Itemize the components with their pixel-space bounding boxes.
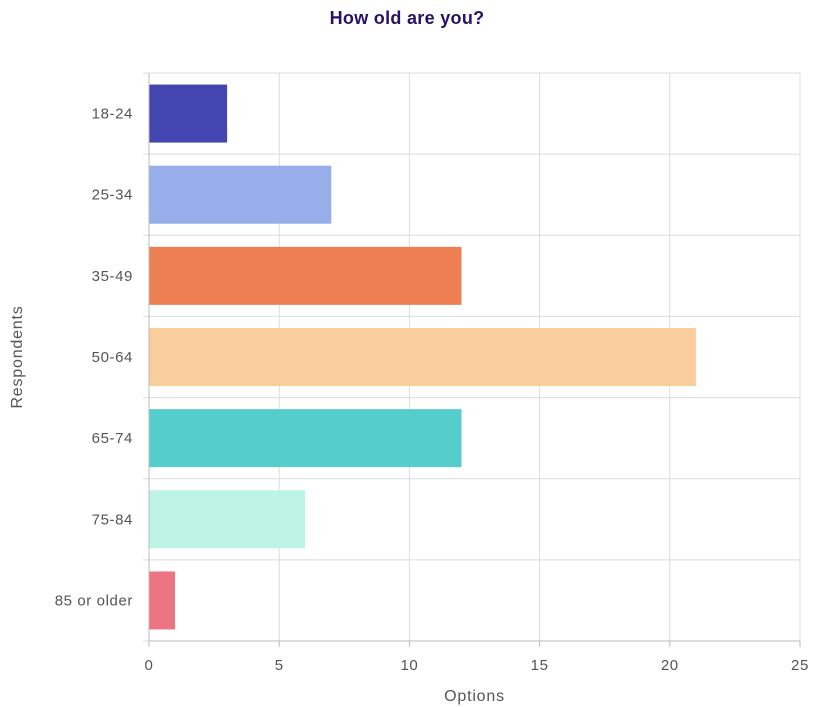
y-tick-label: 50-64 (92, 349, 133, 366)
y-axis-title: Respondents (9, 305, 26, 408)
x-tick-label: 0 (145, 657, 154, 674)
x-tick-label: 5 (275, 657, 284, 674)
y-tick-label: 25-34 (92, 187, 133, 204)
x-tick-label: 15 (531, 657, 549, 674)
bar-18-24 (149, 84, 228, 143)
bar-35-49 (149, 246, 462, 305)
x-tick-label: 25 (791, 657, 809, 674)
bars (149, 84, 696, 630)
bar-75-84 (149, 490, 306, 549)
y-tick-label: 65-74 (92, 430, 133, 447)
bar-65-74 (149, 409, 462, 468)
axes: 0 5 10 15 20 25 18-24 25-34 35-49 50-64 65-74 75-84… (55, 73, 809, 674)
bar-25-34 (149, 165, 332, 224)
y-tick-label: 35-49 (92, 268, 133, 285)
y-tick-label: 18-24 (92, 106, 133, 123)
x-tick-label: 20 (661, 657, 679, 674)
x-axis-title: Options (444, 688, 505, 705)
chart-title: How old are you? (329, 8, 485, 28)
bar-50-64 (149, 328, 696, 386)
x-tick-label: 10 (400, 657, 418, 674)
y-tick-label: 85 or older (55, 592, 133, 609)
bar-85-or-older (149, 571, 176, 630)
y-tick-label: 75-84 (92, 511, 133, 528)
